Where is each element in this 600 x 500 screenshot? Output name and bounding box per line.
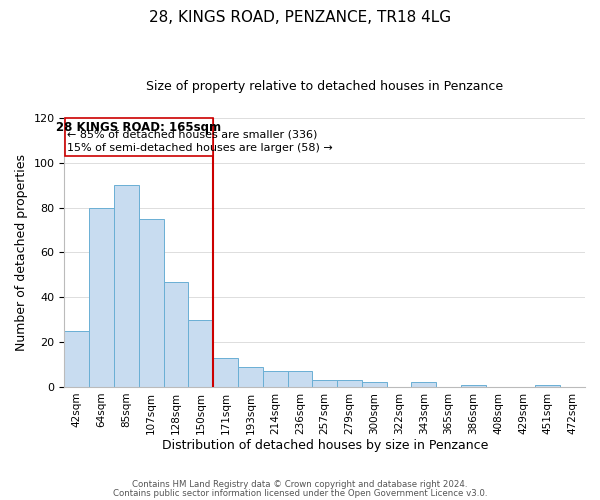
Bar [412,382,436,387]
FancyBboxPatch shape [65,118,212,156]
Text: Contains HM Land Registry data © Crown copyright and database right 2024.: Contains HM Land Registry data © Crown c… [132,480,468,489]
Text: Contains public sector information licensed under the Open Government Licence v3: Contains public sector information licen… [113,489,487,498]
Bar [535,384,560,387]
Text: 28, KINGS ROAD, PENZANCE, TR18 4LG: 28, KINGS ROAD, PENZANCE, TR18 4LG [149,10,451,25]
Y-axis label: Number of detached properties: Number of detached properties [15,154,28,351]
Bar [263,372,287,387]
Text: 15% of semi-detached houses are larger (58) →: 15% of semi-detached houses are larger (… [67,143,333,153]
Bar [362,382,386,387]
Text: 28 KINGS ROAD: 165sqm: 28 KINGS ROAD: 165sqm [56,121,221,134]
X-axis label: Distribution of detached houses by size in Penzance: Distribution of detached houses by size … [161,440,488,452]
Bar [337,380,362,387]
Bar [213,358,238,387]
Bar [461,384,486,387]
Bar [164,282,188,387]
Bar [139,218,164,387]
Bar [238,367,263,387]
Bar [287,372,313,387]
Bar [89,208,114,387]
Bar [114,185,139,387]
Title: Size of property relative to detached houses in Penzance: Size of property relative to detached ho… [146,80,503,93]
Bar [188,320,213,387]
Bar [64,331,89,387]
Bar [313,380,337,387]
Text: ← 85% of detached houses are smaller (336): ← 85% of detached houses are smaller (33… [67,130,318,140]
